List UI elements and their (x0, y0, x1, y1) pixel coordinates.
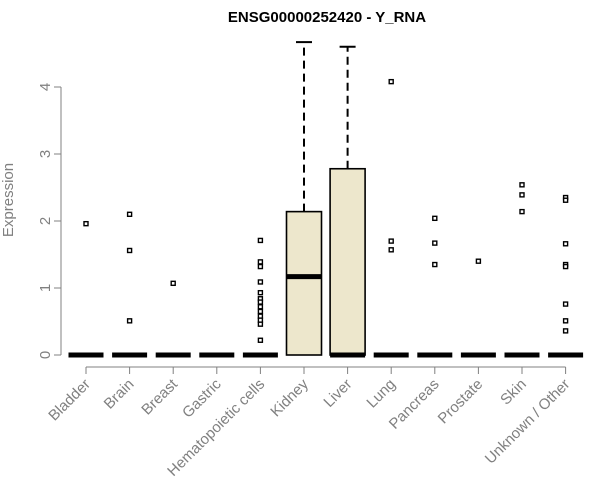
box-group (504, 182, 540, 358)
box-rect (285, 210, 323, 356)
box-group (329, 45, 366, 358)
box-group (112, 211, 148, 358)
box-group (155, 280, 191, 358)
outlier-point (257, 289, 264, 296)
box-group (548, 194, 584, 358)
y-axis-title: Expression (0, 163, 17, 237)
outlier-point (562, 318, 569, 324)
box-group (373, 78, 409, 358)
outlier-point (257, 304, 264, 310)
outlier-point (257, 308, 264, 315)
outlier-point (519, 182, 525, 188)
box-group (285, 41, 323, 356)
y-axis: 0 1 2 3 4 (37, 83, 62, 359)
outlier-point (562, 241, 569, 247)
outlier-point (562, 197, 569, 203)
outlier-point (257, 237, 264, 244)
x-tick-label: Kidney (267, 375, 312, 420)
x-tick-label: Liver (320, 376, 355, 411)
box-rect (329, 167, 366, 356)
outlier-point (257, 259, 264, 265)
x-tick-label: Skin (497, 376, 530, 409)
outlier-point (83, 220, 89, 227)
box-group (417, 215, 453, 358)
outlier-point (388, 238, 394, 244)
x-tick-label: Bladder (45, 376, 94, 425)
y-tick-label: 1 (37, 284, 54, 292)
outlier-point (562, 328, 569, 334)
outlier-point (562, 263, 569, 270)
y-tick-label: 0 (37, 351, 54, 359)
box-group (242, 237, 278, 358)
outlier-point (388, 78, 394, 85)
outlier-point (126, 318, 133, 324)
outlier-point (432, 240, 438, 246)
outlier-point (257, 263, 264, 270)
outlier-point (170, 280, 176, 287)
x-tick-label: Lung (363, 376, 399, 412)
outlier-point (519, 208, 525, 215)
outlier-point (519, 192, 525, 198)
box-group (460, 258, 496, 358)
outlier-point (432, 215, 438, 222)
outlier-point (257, 279, 264, 285)
outlier-point (388, 247, 394, 253)
chart-title: ENSG00000252420 - Y_RNA (228, 9, 426, 26)
outlier-point (126, 211, 133, 218)
outlier-point (475, 258, 482, 264)
y-tick-label: 3 (37, 150, 54, 158)
outlier-point (126, 247, 133, 254)
y-tick-label: 2 (37, 217, 54, 225)
outlier-point (257, 337, 264, 343)
outlier-point (432, 261, 438, 268)
x-tick-label: Breast (138, 375, 181, 418)
y-tick-label: 4 (37, 83, 54, 91)
outlier-point (562, 301, 569, 307)
outlier-point (257, 299, 264, 305)
outlier-point (257, 321, 264, 327)
box-group (68, 220, 104, 358)
x-tick-label: Brain (101, 376, 138, 413)
boxes-layer (68, 41, 584, 358)
x-tick-label: Prostate (435, 376, 487, 428)
